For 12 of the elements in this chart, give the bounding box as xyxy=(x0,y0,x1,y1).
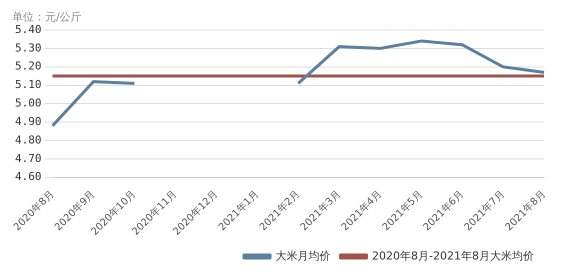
legend-label: 大米月均价 xyxy=(276,249,331,262)
y-tick-label: 5.20 xyxy=(14,60,42,73)
y-tick-label: 5.40 xyxy=(14,22,42,36)
y-tick-label: 5.00 xyxy=(14,96,42,110)
y-tick-label: 4.90 xyxy=(14,114,42,128)
y-axis-title: 单位：元/公斤 xyxy=(12,10,82,24)
y-tick-label: 4.60 xyxy=(14,170,42,184)
y-tick-label: 5.10 xyxy=(14,78,42,92)
legend-label: 2020年8月-2021年8月大米均价 xyxy=(372,249,534,262)
y-tick-label: 5.30 xyxy=(14,41,42,54)
y-tick-label: 4.70 xyxy=(14,152,42,165)
y-tick-label: 4.80 xyxy=(14,133,42,146)
